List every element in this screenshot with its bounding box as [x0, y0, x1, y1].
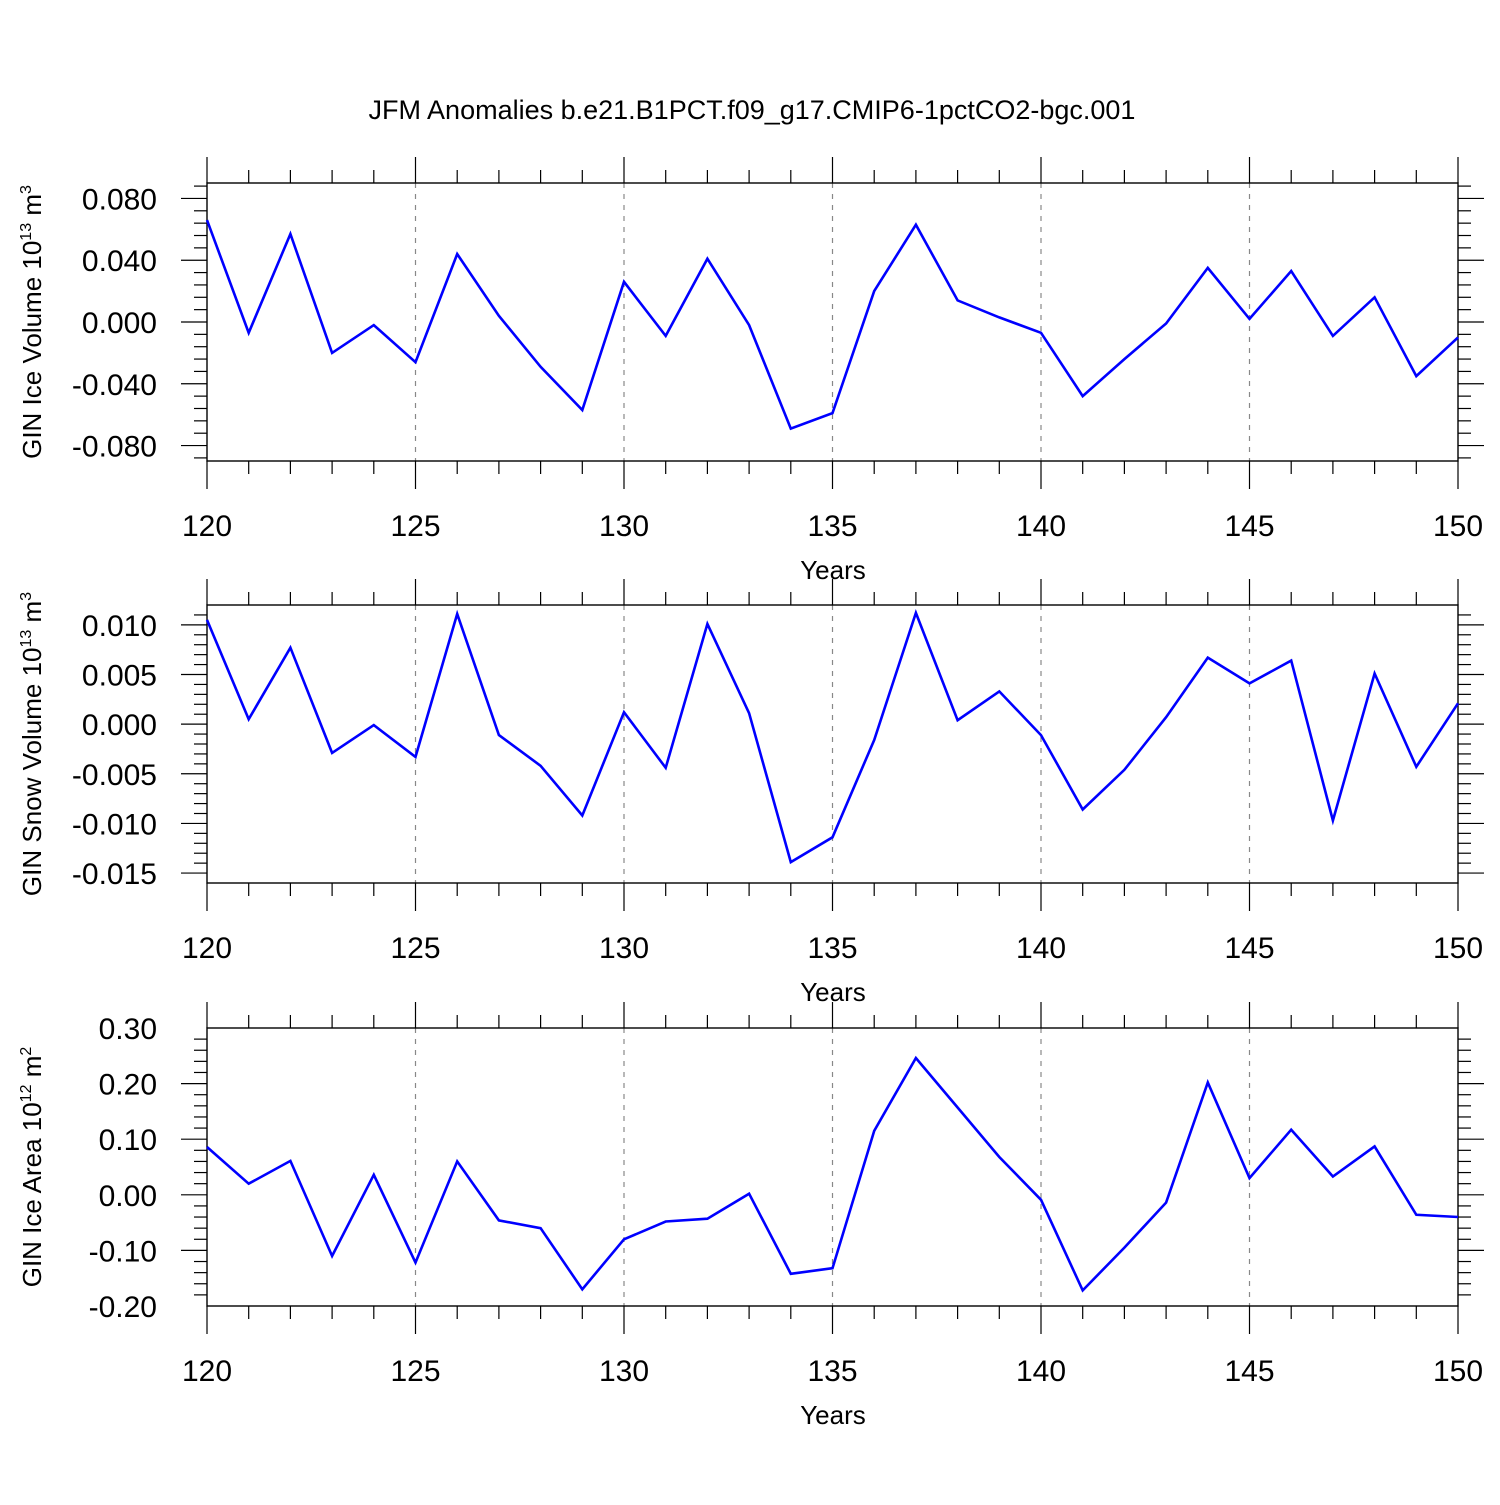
chart-title: JFM Anomalies b.e21.B1PCT.f09_g17.CMIP6-…	[369, 95, 1136, 125]
x-tick-label: 150	[1433, 1355, 1483, 1388]
x-tick-label: 145	[1224, 932, 1274, 965]
x-tick-label: 140	[1016, 932, 1066, 965]
x-tick-label: 140	[1016, 1355, 1066, 1388]
x-tick-label: 150	[1433, 932, 1483, 965]
y-axis-label: GIN Ice Volume 1013 m3	[17, 185, 47, 459]
x-tick-label: 120	[182, 932, 232, 965]
y-tick-label: 0.040	[82, 245, 157, 278]
x-tick-label: 145	[1224, 510, 1274, 543]
chart-panel-3: 120 125 130 135 140 145 150 Years -0.20 -0.10 0.00…	[17, 1002, 1484, 1430]
x-tick-label: 140	[1016, 510, 1066, 543]
x-tick-label: 125	[390, 510, 440, 543]
x-axis-label: Years	[800, 1400, 866, 1430]
x-tick-label: 130	[599, 932, 649, 965]
y-tick-label: -0.20	[89, 1291, 157, 1324]
x-tick-label: 135	[807, 1355, 857, 1388]
y-tick-label: 0.20	[99, 1069, 157, 1102]
y-tick-label: 0.000	[82, 307, 157, 340]
x-tick-label: 130	[599, 1355, 649, 1388]
chart-panel-2: 120 125 130 135 140 145 150Years-0.015-0.010-0…	[17, 579, 1484, 1007]
y-axis-label: GIN Ice Area 1012 m2	[17, 1047, 47, 1288]
y-tick-label: -0.005	[72, 759, 157, 792]
y-tick-label: 0.000	[82, 709, 157, 742]
chart-panel-1: 120 125 130 135 140 145 150Years-0.080-0.0400.…	[17, 157, 1484, 585]
series-line	[206, 1055, 1459, 1293]
x-tick-label: 120	[182, 510, 232, 543]
x-tick-label: 145	[1224, 1355, 1274, 1388]
x-tick-label: 135	[807, 932, 857, 965]
plot-frame	[206, 182, 1459, 462]
x-tick-label: 120	[182, 1355, 232, 1388]
y-tick-label: -0.010	[72, 808, 157, 841]
y-tick-label: -0.015	[72, 858, 157, 891]
y-tick-label: 0.080	[82, 183, 157, 216]
y-tick-label: 0.005	[82, 660, 157, 693]
y-axis-label: GIN Snow Volume 1013 m3	[17, 592, 47, 896]
y-tick-label: 0.10	[99, 1124, 157, 1157]
series-line	[205, 609, 1460, 865]
x-tick-label: 125	[390, 932, 440, 965]
plot-frame	[206, 604, 1459, 884]
x-tick-label: 150	[1433, 510, 1483, 543]
y-tick-label: 0.010	[82, 610, 157, 643]
y-tick-label: -0.10	[89, 1235, 157, 1268]
y-tick-label: -0.040	[72, 369, 157, 402]
x-tick-label: 135	[807, 510, 857, 543]
y-tick-label: 0.00	[99, 1180, 157, 1213]
y-tick-label: -0.080	[72, 431, 157, 464]
series-line	[205, 219, 1459, 431]
x-tick-label: 130	[599, 510, 649, 543]
x-tick-label: 125	[390, 1355, 440, 1388]
y-tick-label: 0.30	[99, 1013, 157, 1046]
